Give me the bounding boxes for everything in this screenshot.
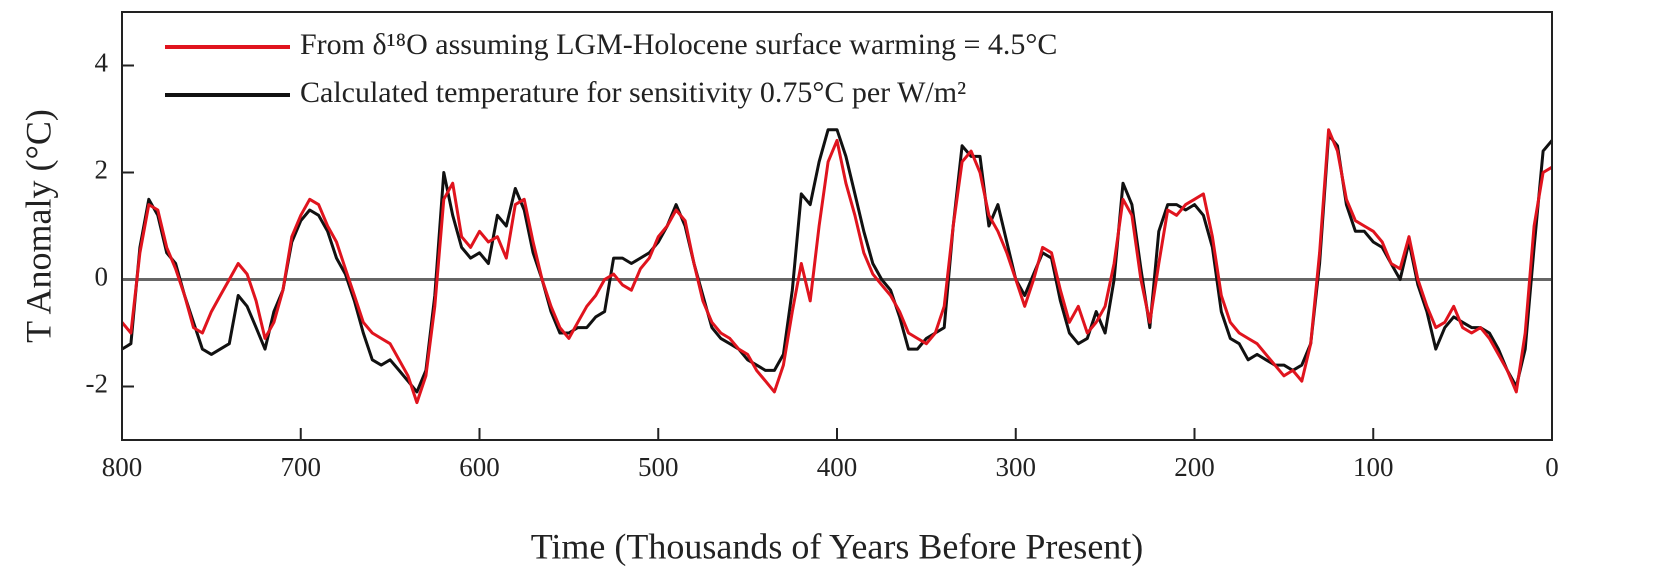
legend-label: Calculated temperature for sensitivity 0… (300, 76, 966, 109)
y-tick-label: 0 (95, 262, 109, 292)
x-tick-label: 0 (1545, 452, 1559, 482)
legend-label: From δ¹⁸O assuming LGM-Holocene surface … (300, 28, 1057, 61)
series-line (121, 128, 1554, 394)
y-tick-label: -2 (86, 369, 109, 399)
plot-frame (121, 11, 1553, 441)
x-tick-label: 600 (459, 452, 500, 482)
x-tick-label: 400 (817, 452, 858, 482)
x-tick-label: 800 (102, 452, 143, 482)
x-tick-label: 200 (1174, 452, 1215, 482)
y-tick-label: 4 (95, 48, 109, 78)
y-axis-label: T Anomaly (°C) (18, 109, 58, 343)
x-tick-label: 700 (281, 452, 322, 482)
x-tick-label: 500 (638, 452, 679, 482)
y-tick-label: 2 (95, 155, 109, 185)
x-axis-label: Time (Thousands of Years Before Present) (531, 526, 1144, 566)
x-tick-label: 300 (996, 452, 1037, 482)
x-tick-label: 100 (1353, 452, 1394, 482)
series-line (120, 128, 1553, 405)
